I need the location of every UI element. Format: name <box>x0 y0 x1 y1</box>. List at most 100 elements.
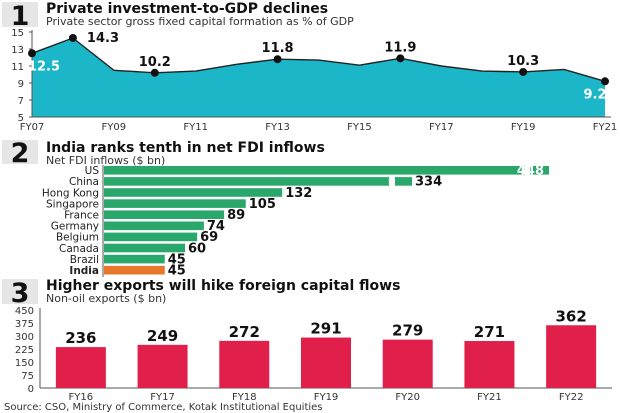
bar <box>546 325 597 388</box>
panel-3-number-box <box>2 279 38 304</box>
category-label: Belgium <box>56 232 99 244</box>
bar-value-label: 236 <box>65 329 96 347</box>
x-tick-label: FY13 <box>265 122 290 133</box>
category-label: Canada <box>59 243 99 255</box>
bar-value-label: 249 <box>147 327 178 345</box>
panel-1-number-box <box>2 2 38 27</box>
bar <box>301 337 351 388</box>
bar-value-label: 362 <box>555 307 586 325</box>
category-label: Brazil <box>70 254 99 266</box>
data-label: 14.3 <box>87 31 119 46</box>
bar-value-label: 105 <box>249 197 276 212</box>
y-tick-label: 0 <box>28 384 34 395</box>
data-label: 11.9 <box>384 40 416 55</box>
bar-value-label: 448 <box>517 164 544 179</box>
y-tick-label: 450 <box>15 306 34 317</box>
axis-break-gap <box>389 176 395 187</box>
bar <box>104 166 549 175</box>
bar-value-label: 272 <box>229 323 260 341</box>
category-label: India <box>69 265 99 277</box>
area-line <box>31 37 606 82</box>
bar <box>104 221 204 231</box>
panel-3-bar-chart: 0 75 150 225 300 375 450 236 FY16 249 FY17 272 FY18 2… <box>15 306 612 403</box>
y-tick-label: 5 <box>18 113 24 124</box>
panel-2-subtitle: Net FDI inflows ($ bn) <box>46 154 165 167</box>
data-label: 11.8 <box>262 41 294 56</box>
bar-value-label: 60 <box>188 241 206 256</box>
bar <box>464 341 515 388</box>
bar-value-label: 271 <box>474 323 505 341</box>
panel-2-bar-chart: US 448 China 334 Hong Kong 132 Singapore 105 Fra… <box>42 164 549 279</box>
bar <box>137 344 188 388</box>
data-point-marker <box>150 68 159 77</box>
axis-break-gap <box>524 165 530 176</box>
x-tick-label: FY17 <box>150 392 175 403</box>
bar <box>219 340 270 388</box>
bar-value-label: 334 <box>415 175 442 190</box>
panel-2-title: India ranks tenth in net FDI inflows <box>46 140 325 156</box>
data-point-marker <box>28 49 36 58</box>
x-tick-label: FY17 <box>429 122 454 133</box>
panel-2-number-box <box>2 140 38 164</box>
category-label: Germany <box>51 221 99 233</box>
category-label: Singapore <box>46 198 99 210</box>
bar <box>55 347 106 388</box>
x-tick-label: FY19 <box>314 392 339 403</box>
panel-3-subtitle: Non-oil exports ($ bn) <box>46 292 166 305</box>
x-tick-label: FY22 <box>559 392 584 403</box>
panel-1-title: Private investment-to-GDP declines <box>46 1 328 17</box>
bar <box>104 265 165 275</box>
y-tick-label: 13 <box>11 45 24 56</box>
bar <box>104 243 185 253</box>
x-tick-label: FY18 <box>232 392 257 403</box>
x-tick-label: FY09 <box>102 122 127 133</box>
y-tick-label: 9 <box>18 79 24 90</box>
data-point-marker <box>68 33 77 42</box>
x-tick-label: FY20 <box>395 392 420 403</box>
bar-value-label: 89 <box>227 208 245 223</box>
data-label: 9.2 <box>583 87 606 102</box>
y-tick-label: 7 <box>18 96 24 107</box>
data-label: 12.5 <box>28 59 60 74</box>
x-tick-label: FY21 <box>477 392 502 403</box>
x-tick-label: FY21 <box>593 122 618 133</box>
data-label: 10.3 <box>507 54 539 69</box>
y-tick-label: 225 <box>15 345 34 356</box>
data-point-marker <box>519 67 528 76</box>
bar-value-label: 291 <box>310 320 341 338</box>
data-point-marker <box>396 54 405 63</box>
bar <box>104 254 165 264</box>
bar-value-label: 45 <box>168 252 186 267</box>
bar <box>104 177 412 186</box>
category-label: US <box>85 165 100 177</box>
category-label: France <box>64 210 99 222</box>
area-fill <box>32 38 605 117</box>
bar-value-label: 69 <box>200 230 218 245</box>
data-label: 10.2 <box>139 55 171 70</box>
x-tick-label: FY11 <box>183 122 208 133</box>
panel-3-title: Higher exports will hike foreign capital… <box>46 278 400 294</box>
panel-2-number: 2 <box>11 138 30 169</box>
source-note: Source: CSO, Ministry of Commerce, Kotak… <box>4 402 323 413</box>
x-tick-label: FY16 <box>69 392 94 403</box>
panel-1-area-chart: 5 7 9 11 13 15 FY07 FY09 FY11 FY13 FY15 FY17 FY19 FY2… <box>11 28 617 133</box>
y-tick-label: 150 <box>15 358 34 369</box>
bar-value-label: 279 <box>392 322 423 340</box>
y-tick-label: 75 <box>21 371 34 382</box>
category-label: China <box>69 176 99 188</box>
bar <box>104 232 198 242</box>
panel-1-number: 1 <box>11 1 30 32</box>
y-tick-label: 300 <box>15 332 34 343</box>
y-tick-label: 15 <box>11 28 24 39</box>
bar-value-label: 132 <box>285 186 312 201</box>
data-point-marker <box>601 77 609 86</box>
x-tick-label: FY07 <box>20 122 45 133</box>
y-tick-label: 11 <box>11 62 24 73</box>
data-point-marker <box>273 55 282 64</box>
bar-value-label: 74 <box>207 219 225 234</box>
bar <box>104 210 225 219</box>
bar <box>104 199 246 208</box>
panel-1-subtitle: Private sector gross fixed capital forma… <box>46 15 354 28</box>
panel-3-number: 3 <box>11 278 30 309</box>
